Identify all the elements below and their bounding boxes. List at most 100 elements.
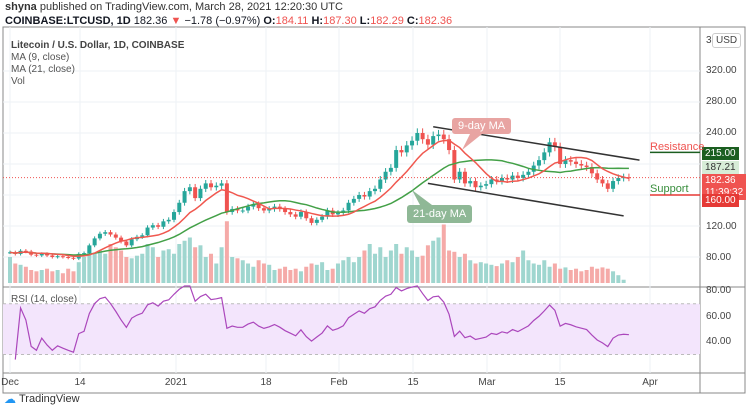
volume-bar: [166, 249, 171, 283]
ma21-annotation-pointer: [412, 190, 432, 205]
volume-bar: [198, 245, 203, 283]
volume-bar: [272, 270, 277, 283]
candle-body: [431, 136, 436, 145]
volume-bar: [23, 266, 28, 283]
l-label: L:: [359, 15, 371, 27]
c-label: C:: [406, 15, 419, 27]
candle-body: [410, 140, 415, 146]
volume-bar: [182, 240, 187, 283]
volume-bar: [404, 247, 409, 283]
volume-bar: [605, 268, 610, 283]
candle-body: [537, 160, 541, 166]
volume-bar: [134, 255, 139, 283]
resistance-tag: 215.00: [702, 147, 739, 160]
volume-bar: [314, 264, 319, 283]
candle-body: [373, 188, 378, 192]
volume-bar: [351, 262, 356, 283]
volume-bar: [325, 270, 330, 283]
brand-text: TradingView: [19, 393, 80, 405]
volume-bar: [108, 244, 113, 283]
candle-body: [510, 175, 515, 180]
volume-bar: [97, 250, 102, 283]
candle-body: [119, 237, 124, 242]
volume-bar: [410, 250, 415, 283]
volume-bar: [18, 264, 23, 283]
candle-body: [171, 212, 176, 220]
volume-bar: [224, 221, 229, 283]
volume-bar: [568, 270, 573, 283]
volume-bar: [283, 266, 288, 283]
candle-body: [584, 165, 589, 168]
volume-bar: [277, 268, 282, 283]
candle-body: [23, 250, 28, 252]
volume-bar: [341, 260, 346, 283]
volume-bar: [616, 275, 621, 283]
candle-body: [304, 212, 309, 219]
candle-body: [579, 164, 584, 166]
volume-bar: [452, 251, 457, 283]
candle-body: [145, 227, 150, 236]
candle-body: [82, 253, 87, 255]
close-value: 182.36: [418, 15, 453, 27]
candle-body: [50, 255, 55, 257]
volume-bar: [193, 247, 198, 283]
candle-body: [182, 191, 187, 203]
price-tick: 320.00: [706, 65, 737, 76]
volume-bar: [145, 244, 150, 283]
price-tick: 280.00: [706, 96, 737, 107]
candle-body: [97, 233, 102, 239]
volume-bar: [124, 257, 129, 283]
volume-bar: [441, 224, 446, 283]
volume-bar: [388, 250, 393, 283]
volume-bar: [261, 263, 266, 283]
volume-bar: [267, 264, 272, 283]
volume-bar: [600, 267, 605, 283]
candle-body: [209, 183, 214, 188]
ma21-line: [9, 159, 629, 256]
volume-bar: [558, 268, 563, 283]
legend-ma9[interactable]: MA (9, close): [11, 52, 70, 63]
candle-body: [531, 165, 536, 172]
candle-body: [357, 195, 362, 199]
candle-body: [595, 173, 600, 180]
candle-body: [616, 177, 621, 182]
candle-body: [515, 175, 520, 178]
volume-bar: [621, 279, 626, 283]
candle-body: [34, 254, 39, 256]
ma-tag: 187.21: [702, 161, 739, 174]
legend-vol[interactable]: Vol: [11, 76, 25, 87]
time-label: 18: [260, 377, 272, 388]
volume-bar: [521, 250, 526, 283]
candle-body: [193, 187, 198, 199]
volume-bar: [29, 270, 34, 283]
volume-bar: [415, 257, 420, 283]
candle-body: [484, 184, 489, 186]
price-tick: 120.00: [706, 221, 737, 232]
volume-bar: [473, 263, 478, 283]
candle-body: [103, 232, 108, 234]
ma9-annotation: 9-day MA: [452, 118, 512, 134]
candle-body: [283, 208, 288, 213]
volume-bar: [66, 268, 71, 283]
candle-body: [203, 183, 208, 189]
volume-bar: [60, 273, 65, 283]
time-label: 14: [74, 377, 86, 388]
volume-bar: [330, 268, 335, 283]
legend-ma21[interactable]: MA (21, close): [11, 64, 75, 75]
candle-body: [499, 177, 504, 182]
candle-body: [298, 212, 303, 217]
volume-bar: [494, 266, 499, 283]
candle-body: [214, 185, 219, 188]
volume-bar: [510, 262, 515, 283]
time-label: 2021: [164, 377, 188, 388]
currency-button[interactable]: USD: [712, 33, 742, 48]
volume-bar: [563, 267, 568, 283]
legend-rsi[interactable]: RSI (14, close): [11, 294, 78, 305]
candle-body: [140, 235, 145, 237]
ma21-annotation: 21-day MA: [407, 205, 473, 223]
candle-body: [293, 214, 298, 217]
volume-bar: [119, 250, 124, 283]
time-label: Apr: [642, 377, 658, 388]
tradingview-logo[interactable]: ☁ TradingView: [4, 392, 80, 406]
